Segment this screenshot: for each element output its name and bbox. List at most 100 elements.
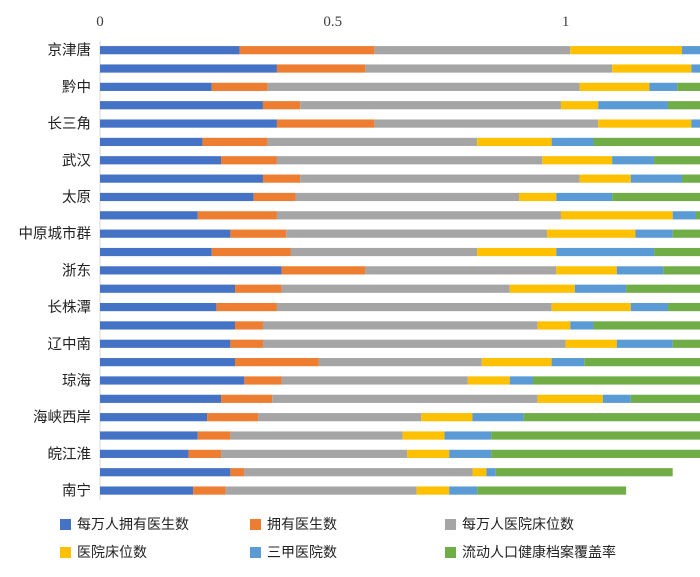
bar-segment-series-0-row-24 (100, 486, 194, 495)
bar-segment-series-2-row-18 (281, 376, 468, 385)
legend-item: 每万人医院床位数 (445, 514, 574, 534)
bar-segment-series-1-row-14 (216, 302, 277, 312)
bar-segment-series-1-row-0 (239, 46, 375, 55)
bar-segment-series-4-row-1 (691, 64, 700, 73)
bar-segment-series-3-row-18 (467, 376, 510, 385)
bar-segment-series-3-row-0 (570, 46, 682, 55)
bar-segment-series-4-row-22 (449, 449, 492, 458)
bar-segment-series-1-row-13 (235, 284, 282, 293)
legend-label: 医院床位数 (77, 545, 147, 561)
bar-segment-series-1-row-20 (207, 413, 259, 422)
category-label: 海峡西岸 (33, 409, 91, 426)
category-label: 浙东 (62, 262, 91, 279)
bar-segment-series-3-row-12 (556, 266, 617, 275)
bar-segment-series-4-row-6 (612, 156, 655, 165)
bar-segment-series-2-row-5 (267, 137, 478, 147)
bar-segment-series-0-row-9 (100, 211, 198, 220)
bar-segment-series-1-row-1 (276, 64, 366, 73)
legend-label: 每万人拥有医生数 (77, 517, 189, 533)
bar-segment-series-5-row-20 (523, 413, 700, 422)
bar-segment-series-3-row-1 (612, 64, 692, 73)
bar-segment-series-0-row-15 (100, 321, 236, 330)
bar-segment-series-0-row-19 (100, 394, 222, 403)
legend-item: 流动人口健康档案覆盖率 (445, 542, 616, 562)
bar-segment-series-4-row-5 (551, 137, 594, 147)
bar-segment-series-0-row-17 (100, 358, 236, 367)
bar-segment-series-2-row-16 (262, 339, 566, 348)
bar-segment-series-3-row-16 (565, 339, 617, 348)
bar-segment-series-4-row-13 (574, 284, 627, 293)
bar-segment-series-5-row-6 (654, 156, 700, 165)
bar-segment-series-5-row-2 (677, 82, 700, 91)
category-label: 琼海 (62, 372, 91, 389)
legend-label: 三甲医院数 (267, 545, 337, 561)
bar-segment-series-1-row-7 (262, 174, 301, 183)
bar-segment-series-2-row-0 (374, 46, 571, 55)
bar-segment-series-0-row-20 (100, 413, 208, 422)
bar-segment-series-1-row-6 (221, 156, 277, 165)
bar-segment-series-3-row-8 (519, 192, 557, 202)
bar-segment-series-2-row-21 (230, 431, 403, 440)
bar-segment-series-0-row-14 (100, 302, 217, 312)
bar-segment-series-4-row-4 (691, 119, 700, 128)
bar-segment-series-2-row-3 (300, 101, 561, 110)
bar-segment-series-5-row-21 (491, 431, 700, 440)
bar-segment-series-4-row-21 (444, 431, 492, 440)
bar-segment-series-4-row-18 (509, 376, 534, 385)
bar-segment-series-3-row-15 (537, 321, 571, 330)
bar-segment-series-1-row-22 (188, 449, 222, 458)
bar-segment-series-1-row-15 (235, 321, 263, 330)
bar-segment-series-3-row-22 (407, 449, 450, 458)
bar-segment-series-0-row-2 (100, 82, 212, 91)
bar-segment-series-4-row-16 (616, 339, 673, 348)
bar-segment-series-2-row-19 (272, 394, 538, 403)
bar-segment-series-4-row-0 (682, 46, 700, 55)
x-axis-ticks: 00.511.522.5 (96, 14, 569, 30)
bar-segment-series-3-row-19 (537, 394, 603, 403)
legend-swatch (445, 546, 456, 558)
legend-swatch (250, 518, 261, 530)
bar-segment-series-1-row-11 (211, 247, 291, 257)
legend-label: 流动人口健康档案覆盖率 (462, 545, 616, 561)
bar-segment-series-2-row-11 (290, 247, 478, 257)
bar-segment-series-2-row-13 (281, 284, 510, 293)
bar-segment-series-3-row-24 (416, 486, 450, 495)
bar-segment-series-0-row-11 (100, 247, 212, 257)
bar-segment-series-1-row-2 (211, 82, 268, 91)
bar-segment-series-5-row-12 (663, 266, 700, 275)
bar-segment-series-0-row-10 (100, 229, 231, 238)
category-label: 京津唐 (48, 42, 92, 59)
bar-segment-series-1-row-16 (230, 339, 263, 348)
category-label: 黔中 (62, 79, 91, 96)
bar-segment-series-4-row-20 (472, 413, 524, 422)
bar-segment-series-4-row-10 (635, 229, 673, 238)
bar-segment-series-2-row-23 (244, 468, 473, 477)
bar-segment-series-5-row-14 (668, 302, 700, 312)
category-label: 太原 (62, 189, 91, 206)
bar-segment-series-0-row-0 (100, 46, 240, 55)
bar-segment-series-0-row-8 (100, 192, 254, 202)
bar-segment-series-0-row-7 (100, 174, 263, 183)
bar-segment-series-0-row-12 (100, 266, 282, 275)
bar-segment-series-3-row-4 (598, 119, 692, 128)
bar-segment-series-5-row-7 (682, 174, 700, 183)
bar-segment-series-4-row-14 (630, 302, 669, 312)
bar-segment-series-4-row-11 (556, 247, 655, 257)
bar-segment-series-0-row-3 (100, 101, 263, 110)
legend-swatch (60, 518, 71, 530)
bar-segment-series-5-row-13 (626, 284, 700, 293)
bar-segment-series-5-row-19 (630, 394, 700, 403)
bar-segment-series-1-row-5 (202, 137, 268, 147)
bar-segment-series-5-row-17 (584, 358, 700, 367)
bar-segment-series-2-row-12 (365, 266, 557, 275)
legend-swatch (250, 546, 261, 558)
bar-segment-series-3-row-9 (560, 211, 673, 220)
legend-swatch (445, 518, 456, 530)
bar-segment-series-3-row-5 (477, 137, 552, 147)
bar-segment-series-1-row-9 (197, 211, 277, 220)
bar-segment-series-5-row-24 (477, 486, 627, 495)
bar-segment-series-2-row-4 (374, 119, 599, 128)
bar-segment-series-0-row-4 (100, 119, 277, 128)
category-label: 中原城市群 (19, 226, 92, 243)
